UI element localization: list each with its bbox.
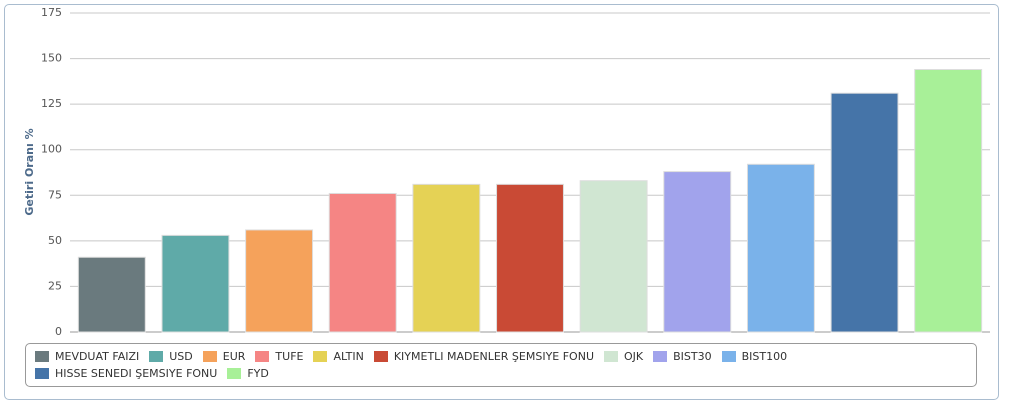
- bar: [914, 69, 983, 333]
- legend-swatch: [720, 350, 737, 363]
- legend-item[interactable]: USD: [148, 348, 193, 365]
- chart-frame: [4, 4, 999, 400]
- legend-swatch: [226, 367, 243, 380]
- legend-swatch: [34, 367, 50, 380]
- y-tick-label: 125: [41, 97, 62, 110]
- legend-item[interactable]: EUR: [201, 348, 246, 365]
- y-tick-label: 50: [48, 234, 62, 247]
- legend-label: TUFE: [275, 350, 304, 363]
- bar: [77, 256, 146, 333]
- legend-swatch: [148, 350, 165, 363]
- bar: [412, 183, 481, 333]
- y-tick-label: 0: [55, 325, 62, 338]
- legend-swatch: [201, 350, 218, 363]
- legend-label: BIST100: [741, 350, 788, 363]
- legend: MEVDUAT FAIZI USD EUR TUFE ALTIN KIYMETLI MAD…: [25, 343, 977, 387]
- bar: [663, 171, 732, 333]
- legend-item[interactable]: KIYMETLI MADENLER ŞEMSIYE FONU: [372, 348, 594, 365]
- y-tick-label: 75: [48, 188, 62, 201]
- legend-swatch: [652, 350, 669, 363]
- legend-item[interactable]: BIST30: [652, 348, 712, 365]
- legend-swatch: [34, 350, 50, 363]
- legend-label: OJK: [624, 350, 644, 363]
- bar: [746, 163, 815, 333]
- bar: [496, 183, 564, 333]
- legend-swatch: [254, 350, 271, 363]
- legend-label: HISSE SENEDI ŞEMSIYE FONU: [55, 367, 218, 380]
- bar: [579, 180, 648, 333]
- legend-swatch: [603, 350, 619, 363]
- y-tick-label: 25: [48, 279, 62, 292]
- legend-item[interactable]: ALTIN: [312, 348, 364, 365]
- legend-swatch: [372, 350, 389, 363]
- legend-item[interactable]: TUFE: [254, 348, 303, 365]
- legend-label: BIST30: [673, 350, 712, 363]
- legend-label: MEVDUAT FAIZI: [55, 350, 140, 363]
- y-tick-label: 150: [41, 52, 62, 65]
- y-tick-label: 100: [41, 143, 62, 156]
- legend-item[interactable]: OJK: [603, 348, 643, 365]
- legend-label: USD: [169, 350, 193, 363]
- bar: [328, 192, 397, 333]
- legend-item[interactable]: MEVDUAT FAIZI: [34, 348, 139, 365]
- legend-label: EUR: [222, 350, 246, 363]
- legend-item[interactable]: HISSE SENEDI ŞEMSIYE FONU: [34, 365, 217, 382]
- legend-swatch: [312, 350, 329, 363]
- legend-label: FYD: [247, 367, 269, 380]
- legend-label: ALTIN: [333, 350, 364, 363]
- y-axis-label: Getiri Oranı %: [23, 128, 36, 215]
- bar: [161, 234, 230, 333]
- bar: [245, 229, 314, 333]
- legend-item[interactable]: FYD: [226, 365, 269, 382]
- legend-item[interactable]: BIST100: [720, 348, 788, 365]
- y-tick-label: 175: [41, 6, 62, 19]
- legend-label: KIYMETLI MADENLER ŞEMSIYE FONU: [393, 350, 594, 363]
- bar: [830, 92, 899, 333]
